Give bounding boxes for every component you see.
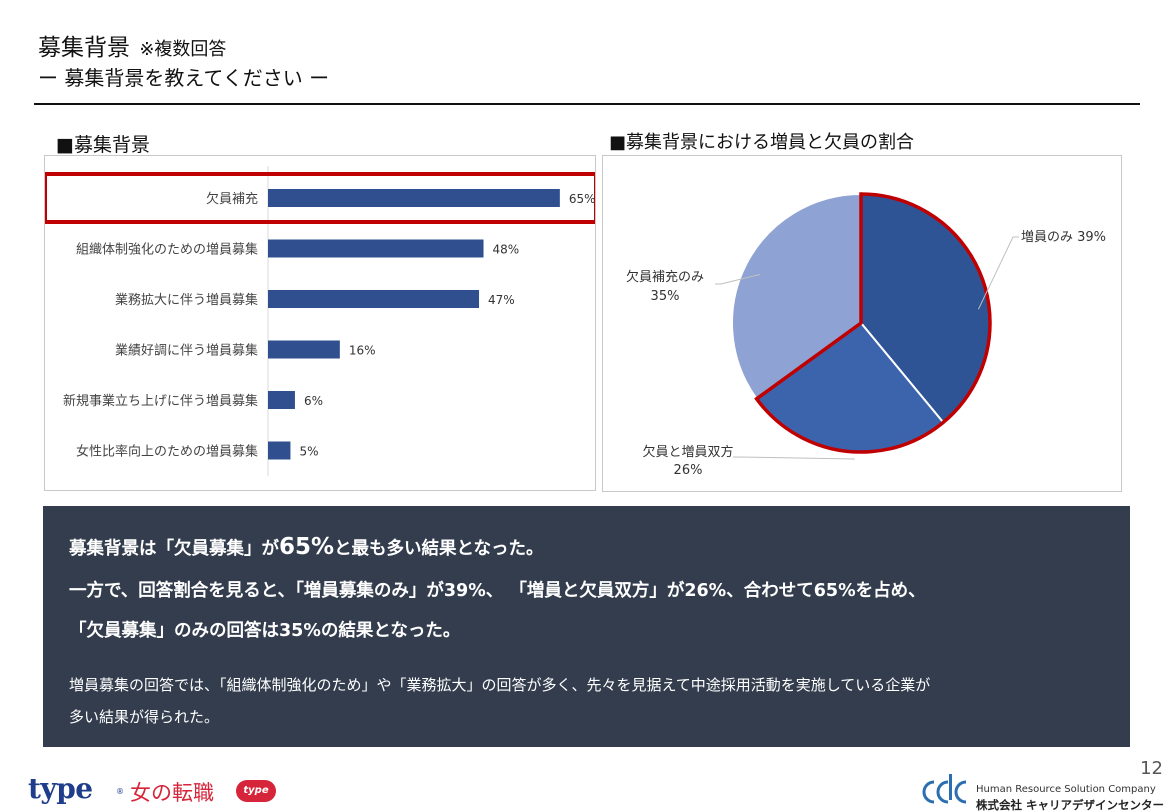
summary-box: 募集背景は「欠員募集」が65%と最も多い結果となった。 一方で、回答割合を見ると… (43, 506, 1130, 747)
bar (268, 189, 560, 207)
page-header: 募集背景 ※複数回答 ー 募集背景を教えてください ー (38, 34, 329, 91)
pie-highlight-outline (754, 192, 992, 454)
summary-line-4: 増員募集の回答では、「組織体制強化のため」や「業務拡大」の回答が多く、先々を見据… (69, 676, 931, 694)
summary-line-5: 多い結果が得られた。 (69, 708, 220, 726)
bar-value-label: 5% (299, 445, 318, 459)
bar (268, 290, 480, 308)
company-english-name: Human Resource Solution Company (976, 784, 1156, 795)
bar-category-label: 新規事業立ち上げに伴う増員募集 (63, 393, 258, 409)
header-divider (34, 103, 1140, 105)
bar-chart: 欠員補充 65% 組織体制強化のための増員募集 48% 業務拡大に伴う増員募集 47% 業績… (43, 166, 598, 476)
pie-label: 欠員補充のみ (626, 269, 704, 285)
bar (268, 239, 484, 258)
page-title: 募集背景 ※複数回答 (38, 35, 227, 61)
page-subtitle: ー 募集背景を教えてください ー (38, 66, 330, 90)
type-pill-logo: type (236, 780, 276, 802)
pie-label: 欠員と増員双方 (642, 444, 733, 460)
pie-leader-line (715, 273, 761, 285)
bar (268, 340, 340, 359)
pie-leader-line (733, 456, 855, 460)
pie-chart-frame: 増員のみ 39% 欠員補充のみ 35% 欠員と増員双方 26% (602, 155, 1122, 492)
title-note: ※複数回答 (139, 39, 227, 60)
summary-line-2: 一方で、回答割合を見ると、「増員募集のみ」が39%、 「増員と欠員双方」が26%… (69, 581, 926, 601)
bar-category-label: 女性比率向上のための増員募集 (76, 444, 258, 460)
registered-mark: ® (116, 787, 124, 796)
cdc-logo-icon (922, 774, 967, 804)
page-number: 12 (1140, 758, 1163, 779)
bar-value-label: 47% (488, 293, 515, 307)
bar-category-label: 組織体制強化のための増員募集 (76, 242, 258, 258)
pie-slice (731, 192, 862, 401)
bar-chart-title: ■募集背景 (56, 134, 150, 156)
bar-value-label: 16% (349, 344, 376, 358)
bar-value-label: 6% (304, 394, 323, 408)
bar (268, 391, 295, 409)
summary-highlight-value: 65% (279, 534, 335, 560)
pie-chart: 増員のみ 39% 欠員補充のみ 35% 欠員と増員双方 26% (626, 192, 1106, 478)
bar-category-label: 業務拡大に伴う増員募集 (115, 292, 258, 308)
bar-value-label: 48% (493, 243, 520, 257)
bar-category-label: 欠員補充 (206, 191, 258, 207)
bar-value-label: 65% (569, 192, 595, 206)
summary-line-1: 募集背景は「欠員募集」が65%と最も多い結果となった。 (69, 534, 544, 560)
bar (268, 441, 291, 460)
pie-percent-label: 35% (651, 289, 680, 304)
type-logo: type (28, 772, 93, 805)
company-japanese-name: 株式会社 キャリアデザインセンター (976, 798, 1165, 812)
pie-leader-line (977, 236, 1019, 310)
bar-chart-frame: 欠員補充 65% 組織体制強化のための増員募集 48% 業務拡大に伴う増員募集 47% 業績… (43, 155, 598, 491)
pie-percent-label: 26% (674, 463, 703, 478)
onna-no-tenshoku-logo: 女の転職 (130, 781, 214, 805)
summary-line-3: 「欠員募集」のみの回答は35%の結果となった。 (69, 621, 461, 641)
pie-chart-title: ■募集背景における増員と欠員の割合 (609, 132, 915, 153)
bar-category-label: 業績好調に伴う増員募集 (115, 343, 258, 359)
pie-label: 増員のみ 39% (1021, 230, 1106, 245)
